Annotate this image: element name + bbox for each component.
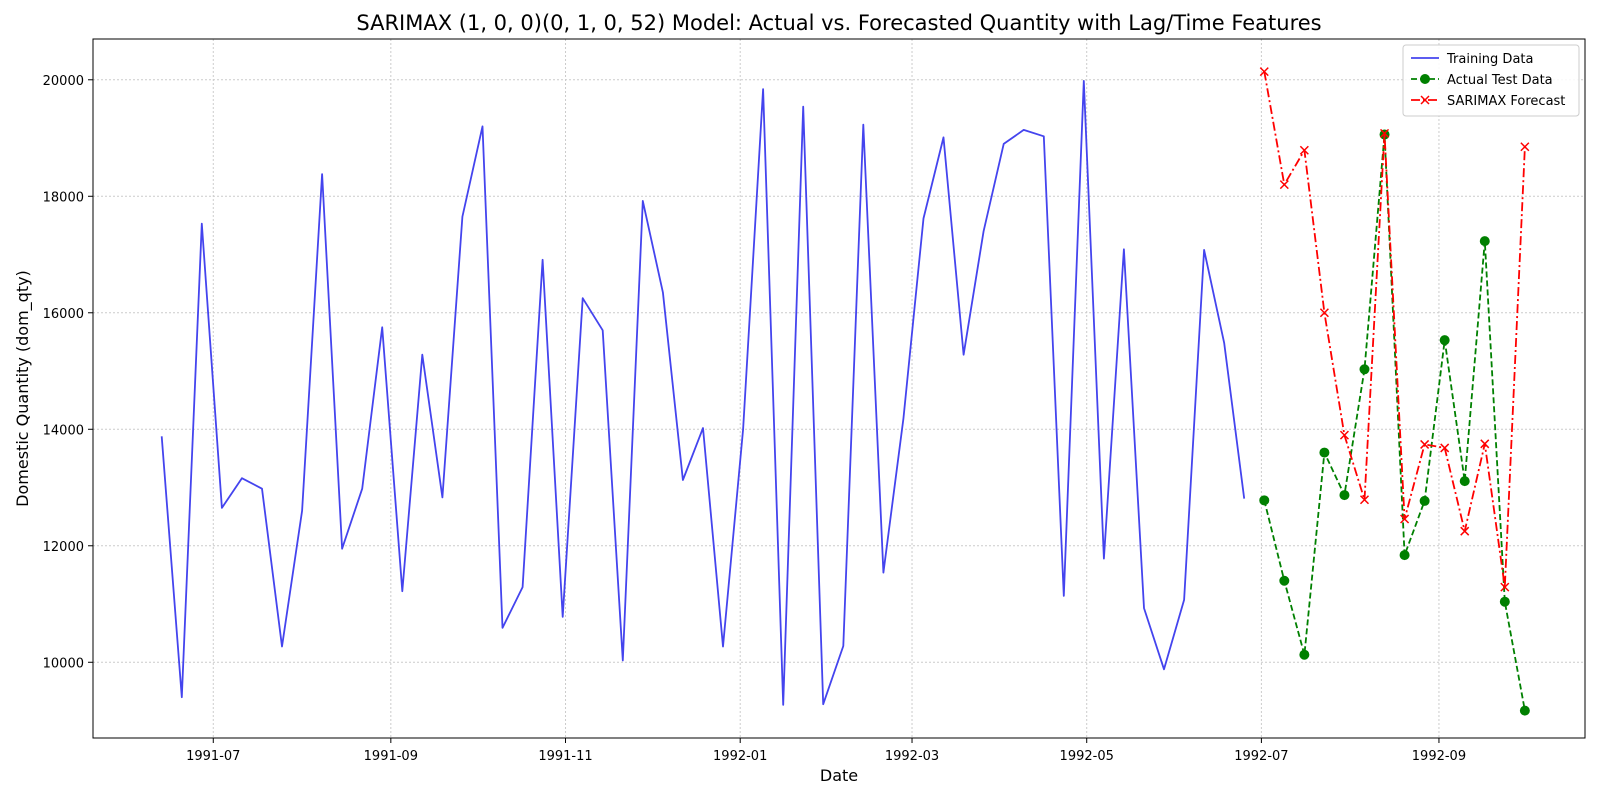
data-point	[1259, 495, 1270, 506]
data-point	[1420, 439, 1430, 449]
data-point	[1399, 550, 1410, 561]
ticks: 1991-07 1991-09 1991-11 1992-01 1992-03 1992-…	[43, 74, 1466, 764]
legend-items: Training Data Actual Test Data SARIMAX For…	[1411, 52, 1565, 109]
data-point	[1499, 596, 1510, 607]
series-line	[160, 80, 1246, 706]
data-point	[1480, 439, 1490, 449]
data-point	[1319, 308, 1329, 318]
series-sarimax-forecast	[1259, 67, 1530, 592]
data-point	[1440, 443, 1450, 453]
legend: Training Data Actual Test Data SARIMAX For…	[1402, 44, 1580, 117]
data-point	[1359, 364, 1370, 375]
data-point	[1479, 236, 1490, 247]
series-line	[1263, 71, 1526, 588]
y-tick-label: 14000	[43, 423, 84, 438]
legend-label: SARIMAX Forecast	[1447, 94, 1565, 109]
data-point	[1520, 142, 1530, 152]
x-tick-label: 1992-09	[1412, 749, 1466, 764]
series-layer	[160, 67, 1530, 716]
x-tick-label: 1992-07	[1234, 749, 1288, 764]
legend-label: Actual Test Data	[1447, 73, 1553, 88]
data-point	[1460, 526, 1470, 536]
data-point	[1299, 649, 1310, 660]
y-tick-label: 18000	[43, 190, 84, 205]
chart-title: SARIMAX (1, 0, 0)(0, 1, 0, 52) Model: Ac…	[356, 11, 1321, 35]
data-point	[1459, 476, 1470, 487]
data-point	[1359, 495, 1370, 505]
data-point	[1419, 495, 1430, 506]
y-axis-label: Domestic Quantity (dom_qty)	[13, 270, 33, 507]
y-tick-label: 16000	[43, 307, 84, 322]
series-training-data	[160, 80, 1246, 706]
data-point	[1319, 447, 1330, 458]
legend-label: Training Data	[1446, 52, 1533, 67]
series-actual-test-data	[1259, 129, 1530, 716]
data-point	[1279, 575, 1290, 586]
plot-frame	[92, 38, 1586, 739]
legend-box	[1402, 44, 1580, 117]
data-point	[1259, 67, 1269, 77]
legend-item: Actual Test Data	[1411, 73, 1553, 88]
data-point	[1519, 705, 1530, 716]
data-point	[1339, 430, 1349, 440]
data-point	[1299, 145, 1309, 155]
y-tick-label: 12000	[43, 540, 84, 555]
x-tick-label: 1992-01	[713, 749, 767, 764]
x-tick-label: 1992-03	[885, 749, 939, 764]
data-point	[1400, 514, 1410, 524]
series-line	[1263, 133, 1526, 711]
data-point	[1279, 180, 1289, 190]
legend-item: SARIMAX Forecast	[1411, 94, 1565, 109]
data-point	[1439, 335, 1450, 346]
legend-item: Training Data	[1411, 52, 1533, 67]
data-point	[1339, 490, 1350, 501]
y-tick-label: 20000	[43, 74, 84, 89]
x-tick-label: 1991-09	[364, 749, 418, 764]
x-tick-label: 1991-11	[538, 749, 592, 764]
y-tick-label: 10000	[43, 656, 84, 671]
data-point	[1500, 582, 1510, 592]
x-tick-label: 1991-07	[186, 749, 240, 764]
data-point	[1420, 95, 1430, 105]
x-tick-label: 1992-05	[1060, 749, 1114, 764]
data-point	[1420, 74, 1430, 84]
x-axis-label: Date	[820, 766, 858, 785]
data-point	[1380, 128, 1390, 138]
